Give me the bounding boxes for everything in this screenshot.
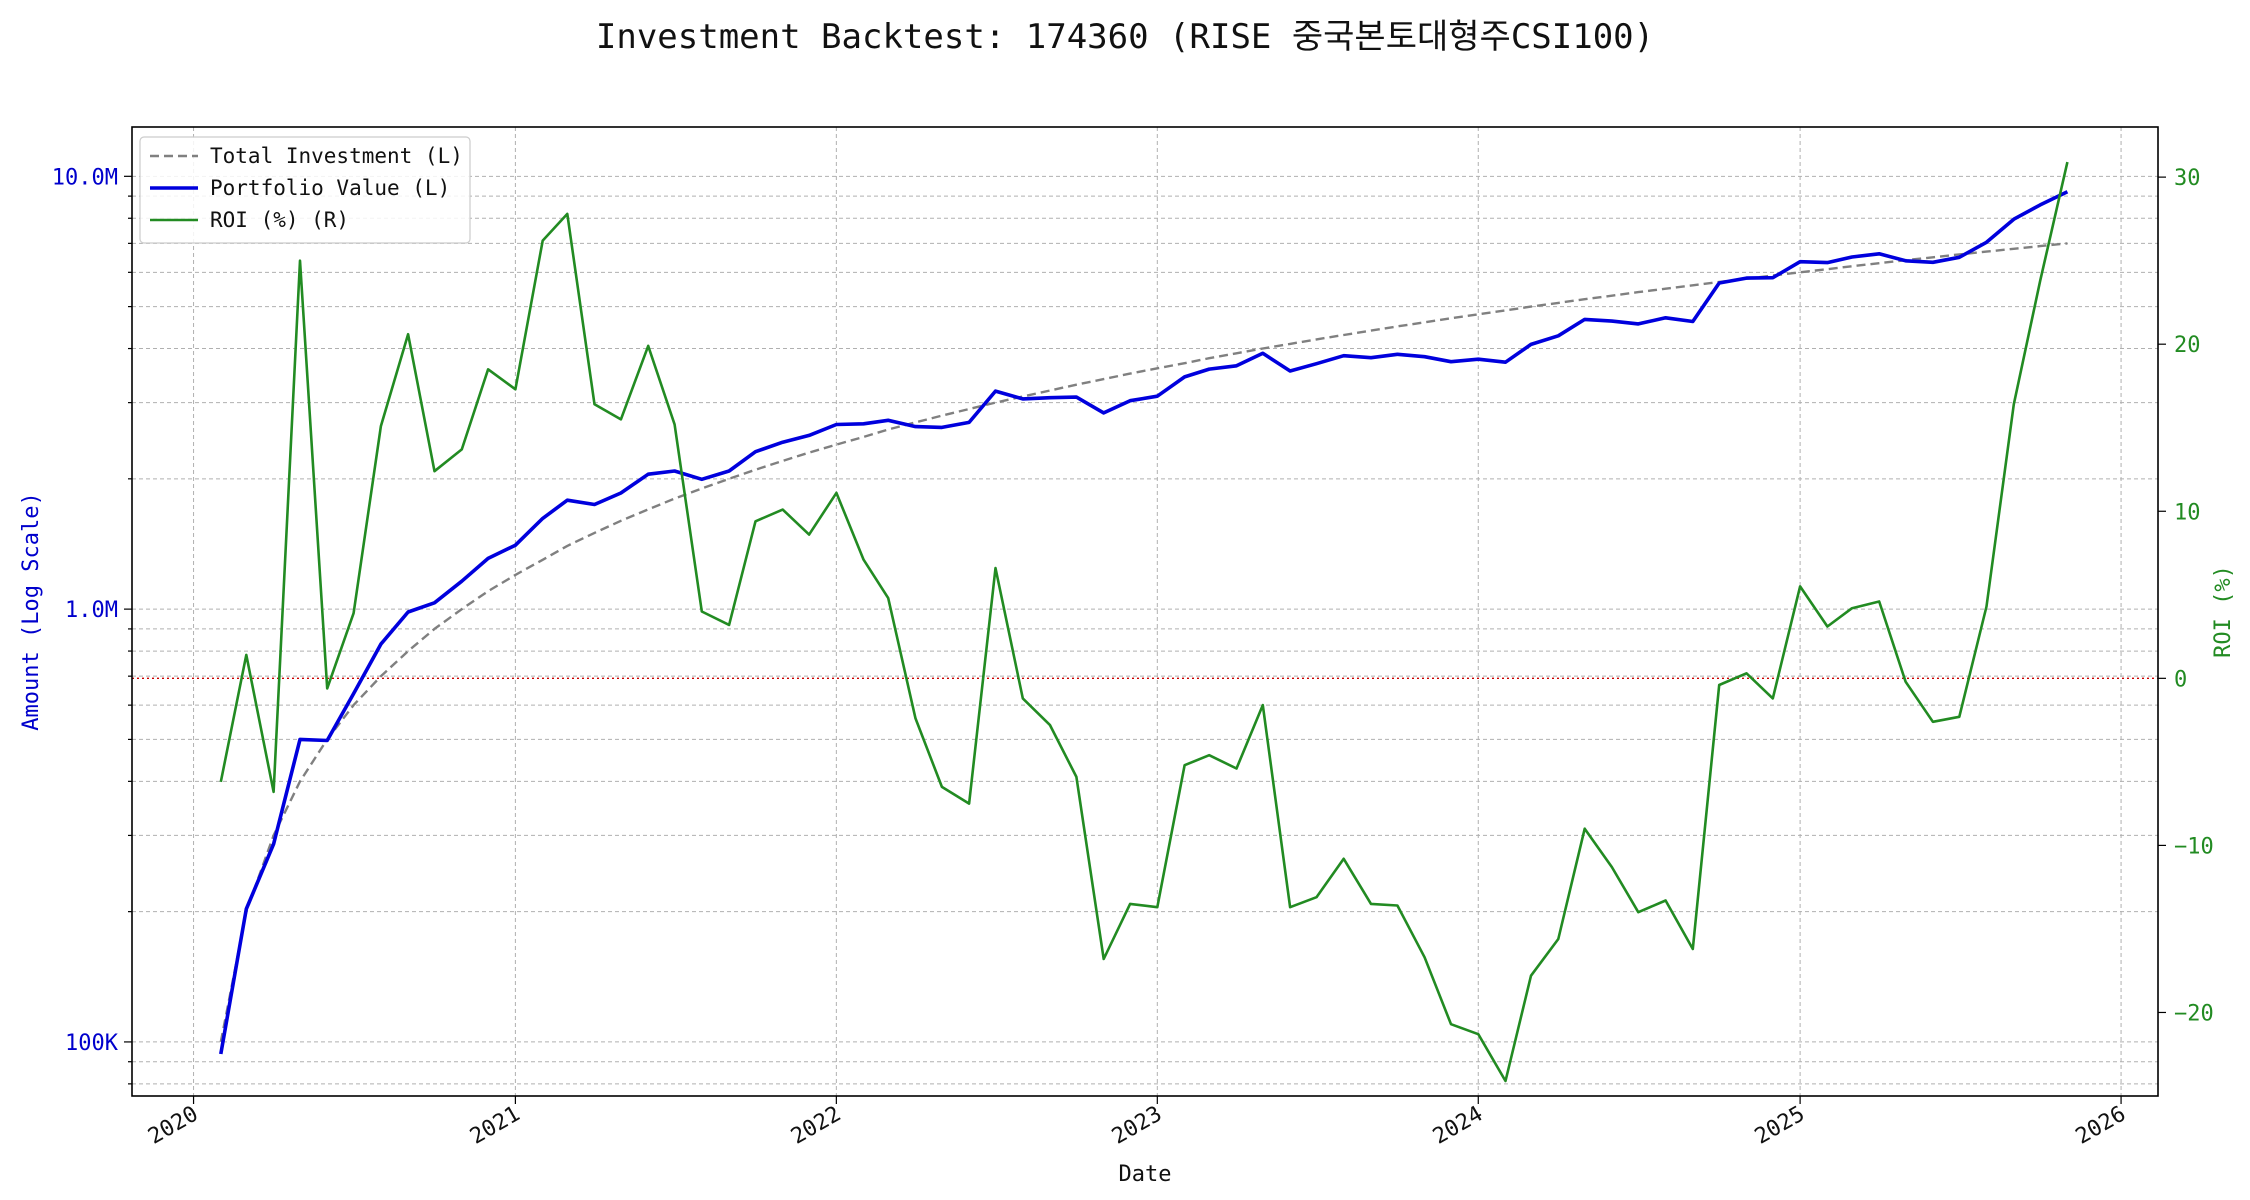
right-tick-label: −10	[2174, 834, 2214, 859]
legend-box	[139, 136, 471, 244]
x-axis-label: Date	[1119, 1162, 1172, 1187]
plot-frame	[131, 126, 2159, 1097]
right-tick-label: 0	[2174, 667, 2187, 692]
left-tick-label: 10.0M	[52, 165, 118, 190]
right-tick-label: 10	[2174, 500, 2201, 525]
left-axis: 100K 1.0M 10.0M	[52, 165, 132, 1085]
left-tick-label: 100K	[65, 1031, 119, 1056]
right-axis-label: ROI (%)	[2211, 565, 2236, 658]
right-tick-label: 20	[2174, 333, 2201, 358]
left-axis-label: Amount (Log Scale)	[19, 492, 44, 730]
right-axis: −20 −10 0 10 20 30	[2158, 166, 2214, 1026]
legend-label-2: ROI (%) (R)	[210, 208, 349, 232]
series-lines	[219, 161, 2069, 1083]
right-tick-label: 30	[2174, 166, 2201, 191]
series-line-2	[219, 161, 2069, 1083]
chart-title: Investment Backtest: 174360 (RISE 중국본토대형…	[596, 17, 1654, 57]
legend: Total Investment (L) Portfolio Value (L) R…	[139, 136, 471, 244]
legend-label-0: Total Investment (L)	[210, 144, 463, 168]
legend-label-1: Portfolio Value (L)	[210, 176, 450, 200]
series-line-1	[219, 190, 2069, 1055]
left-tick-label: 1.0M	[65, 598, 118, 623]
right-tick-label: −20	[2174, 1001, 2214, 1026]
